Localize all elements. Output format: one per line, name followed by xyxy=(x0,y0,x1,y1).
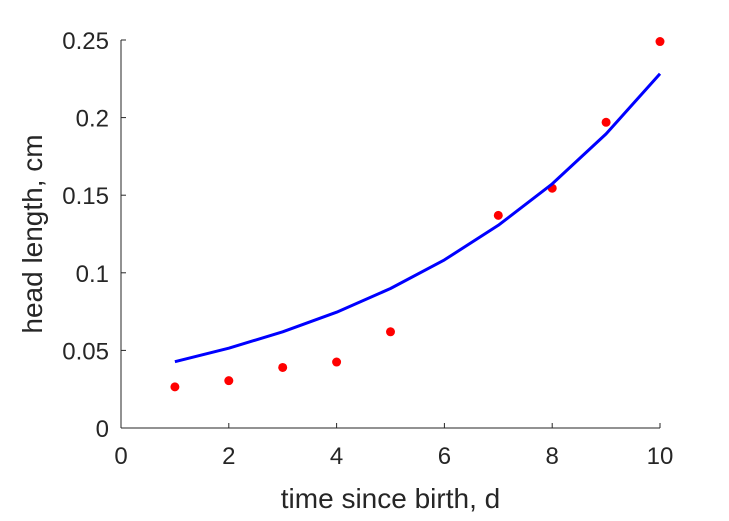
x-tick-label: 2 xyxy=(222,443,235,470)
x-tick-label: 8 xyxy=(546,443,559,470)
data-point xyxy=(655,37,665,47)
data-point xyxy=(278,362,288,372)
axes: 0 2 4 6 8 10 0 0.05 0.1 0.15 0.2 0.25 xyxy=(62,28,673,470)
x-tick-label: 0 xyxy=(114,443,127,470)
y-axis-label: head length, cm xyxy=(17,134,48,333)
y-tick-label: 0.2 xyxy=(76,106,109,133)
y-tick-label: 0.25 xyxy=(62,28,109,55)
y-tick-label: 0 xyxy=(96,416,109,443)
data-point xyxy=(224,376,234,386)
data-point xyxy=(493,210,503,220)
y-tick-label: 0.15 xyxy=(62,183,109,210)
plot-area xyxy=(170,37,665,392)
x-tick-label: 4 xyxy=(330,443,343,470)
data-point xyxy=(332,357,342,367)
fit-line xyxy=(174,72,662,364)
x-tick-label: 10 xyxy=(647,443,674,470)
data-point xyxy=(601,117,611,127)
data-point xyxy=(170,382,180,392)
x-axis-label: time since birth, d xyxy=(281,483,500,514)
x-tick-label: 6 xyxy=(438,443,451,470)
data-point xyxy=(386,327,395,337)
y-tick-label: 0.05 xyxy=(62,338,109,365)
y-tick-label: 0.1 xyxy=(76,261,109,288)
